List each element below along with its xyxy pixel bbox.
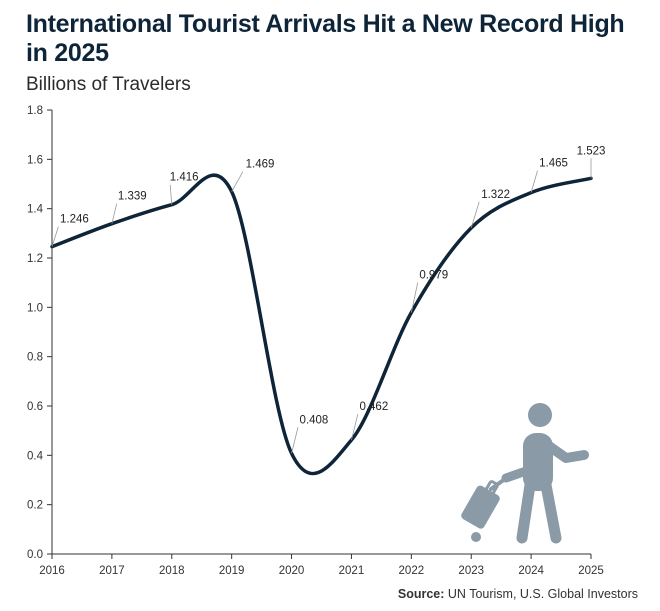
y-tick-label: 1.0 bbox=[27, 302, 43, 314]
y-tick-label: 1.8 bbox=[27, 105, 43, 117]
chart-axes bbox=[51, 110, 591, 555]
source-label: Source: bbox=[397, 587, 445, 601]
data-label-leader bbox=[470, 201, 480, 229]
x-tick-label: 2024 bbox=[518, 565, 544, 577]
y-tick-label: 0.8 bbox=[27, 352, 43, 364]
data-label: 1.469 bbox=[246, 159, 275, 171]
y-tick-label: 1.2 bbox=[27, 253, 43, 265]
data-label: 1.322 bbox=[481, 189, 510, 201]
y-axis-ticks: 0.0 0.2 0.4 0.6 0.8 1.0 1.2 1.4 1.6 1.8 bbox=[27, 105, 52, 561]
y-tick-label: 0.2 bbox=[27, 500, 43, 512]
x-tick-label: 2020 bbox=[279, 565, 305, 577]
data-label: 0.979 bbox=[419, 270, 448, 282]
source-note: Source: UN Tourism, U.S. Global Investor… bbox=[398, 587, 638, 601]
data-label-leader bbox=[169, 184, 173, 205]
data-label-leader bbox=[231, 171, 244, 192]
series-path bbox=[50, 173, 593, 476]
data-label: 1.523 bbox=[577, 145, 606, 157]
y-tick-label: 1.4 bbox=[27, 204, 44, 216]
data-label: 1.465 bbox=[539, 158, 568, 170]
data-label: 1.416 bbox=[170, 172, 199, 184]
x-tick-label: 2017 bbox=[99, 565, 125, 577]
x-tick-label: 2021 bbox=[339, 565, 365, 577]
data-label-leader bbox=[51, 226, 59, 247]
data-label: 0.408 bbox=[300, 414, 329, 426]
y-tick-label: 0.0 bbox=[27, 549, 43, 561]
x-tick-label: 2018 bbox=[159, 565, 185, 577]
chart-title: International Tourist Arrivals Hit a New… bbox=[26, 10, 625, 67]
data-label: 1.246 bbox=[60, 214, 89, 226]
data-label-leader bbox=[530, 170, 538, 193]
series-line bbox=[50, 173, 593, 476]
data-labels: 1.246 1.339 1.416 1.469 0.408 0.462 0.979 1.322… bbox=[51, 145, 606, 454]
data-label-leader bbox=[410, 282, 419, 313]
x-tick-label: 2022 bbox=[399, 565, 425, 577]
x-tick-label: 2025 bbox=[578, 565, 604, 577]
traveler-with-suitcase-icon bbox=[461, 403, 589, 544]
data-label: 1.339 bbox=[118, 191, 147, 203]
source-text: UN Tourism, U.S. Global Investors bbox=[447, 587, 638, 601]
y-tick-label: 0.6 bbox=[27, 401, 43, 413]
y-tick-label: 0.4 bbox=[27, 450, 44, 462]
y-tick-label: 1.6 bbox=[27, 154, 43, 166]
data-label-leader bbox=[291, 427, 299, 454]
x-axis-ticks: 2016 2017 2018 2019 2020 2021 2022 2023 2024 2025 bbox=[39, 554, 604, 577]
chart-subtitle: Billions of Travelers bbox=[26, 74, 191, 95]
data-label-leader bbox=[351, 413, 359, 441]
data-label: 0.462 bbox=[359, 401, 388, 413]
x-tick-label: 2023 bbox=[458, 565, 484, 577]
data-label-leader bbox=[111, 203, 118, 224]
x-tick-label: 2019 bbox=[219, 565, 245, 577]
x-tick-label: 2016 bbox=[39, 565, 65, 577]
